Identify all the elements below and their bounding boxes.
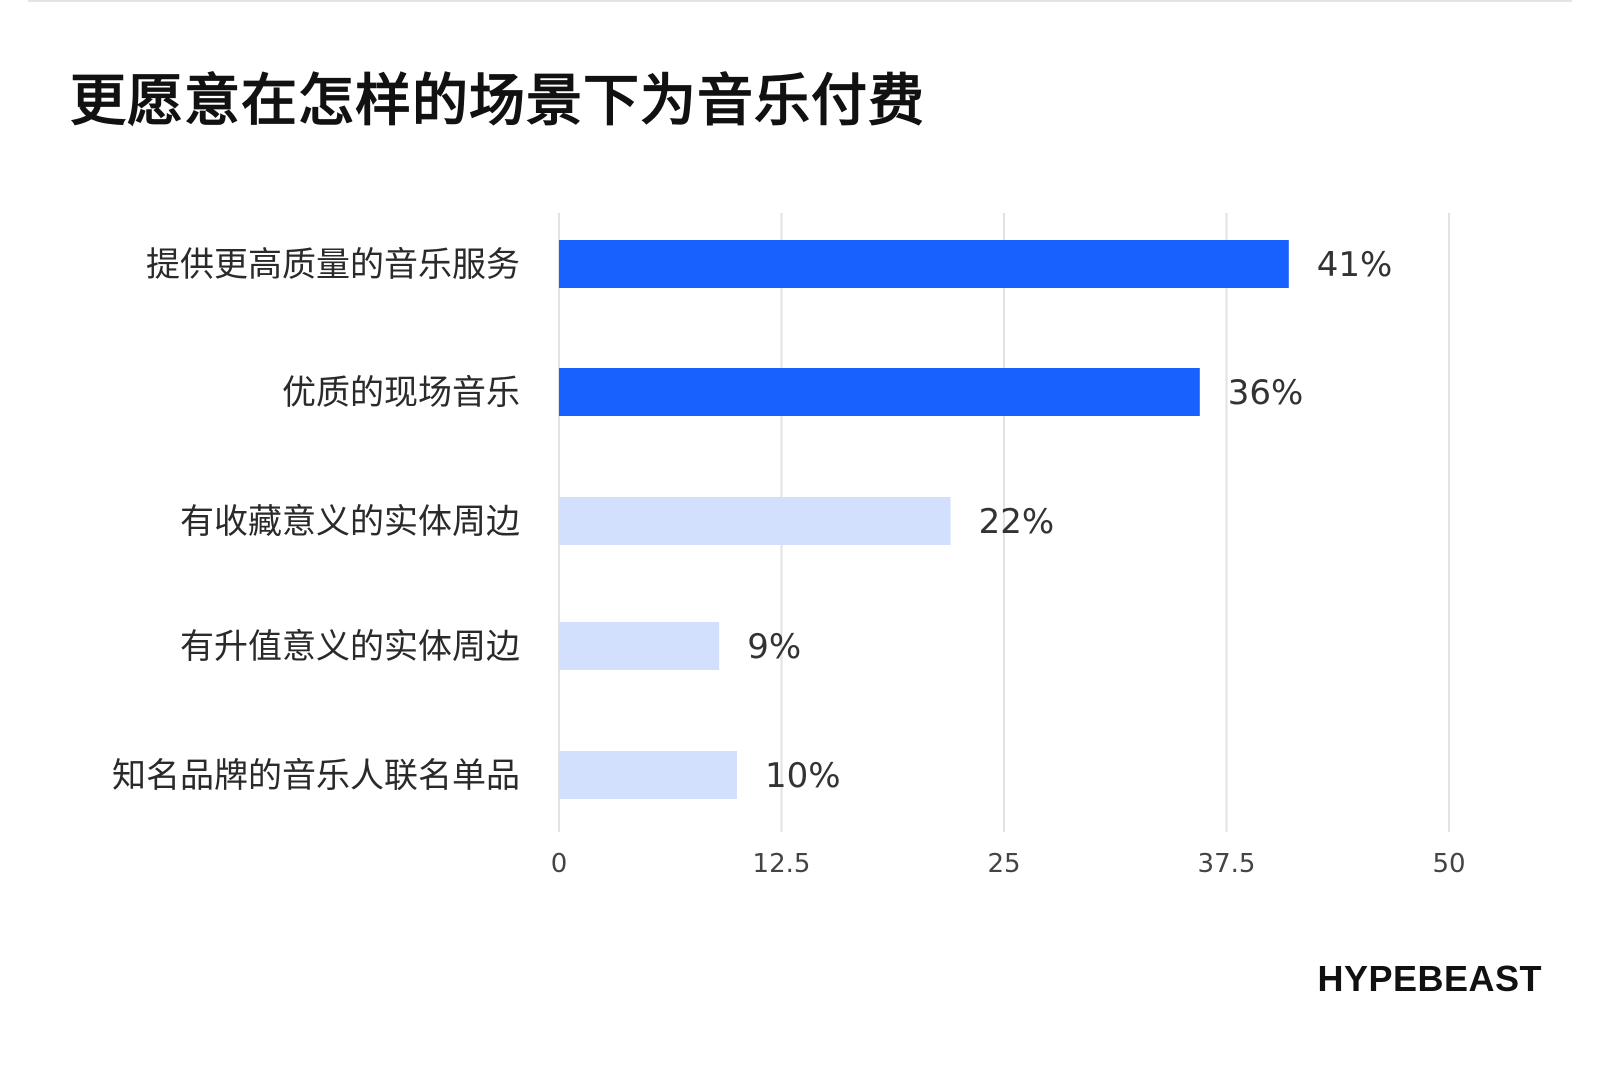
category-label: 有收藏意义的实体周边 bbox=[180, 502, 520, 542]
x-tick-label: 25 bbox=[987, 849, 1020, 879]
value-label: 41% bbox=[1317, 245, 1393, 285]
bar bbox=[559, 622, 720, 670]
category-label: 有升值意义的实体周边 bbox=[180, 627, 520, 667]
x-tick-label: 0 bbox=[551, 849, 568, 879]
bar bbox=[559, 240, 1289, 288]
category-label: 知名品牌的音乐人联名单品 bbox=[112, 756, 520, 796]
top-divider bbox=[28, 0, 1572, 2]
category-label: 优质的现场音乐 bbox=[282, 373, 520, 413]
value-label: 22% bbox=[979, 502, 1055, 542]
brand-logo: HYPEBEAST bbox=[1317, 958, 1542, 999]
value-label: 10% bbox=[765, 756, 841, 796]
value-label: 9% bbox=[747, 627, 801, 667]
chart-title: 更愿意在怎样的场景下为音乐付费 bbox=[70, 69, 925, 134]
category-label: 提供更高质量的音乐服务 bbox=[146, 245, 520, 285]
bar bbox=[559, 497, 951, 545]
x-tick-label: 37.5 bbox=[1198, 849, 1256, 879]
bar bbox=[559, 368, 1200, 416]
x-tick-label: 12.5 bbox=[753, 849, 811, 879]
bar bbox=[559, 751, 737, 799]
x-tick-label: 50 bbox=[1432, 849, 1465, 879]
value-label: 36% bbox=[1228, 373, 1304, 413]
